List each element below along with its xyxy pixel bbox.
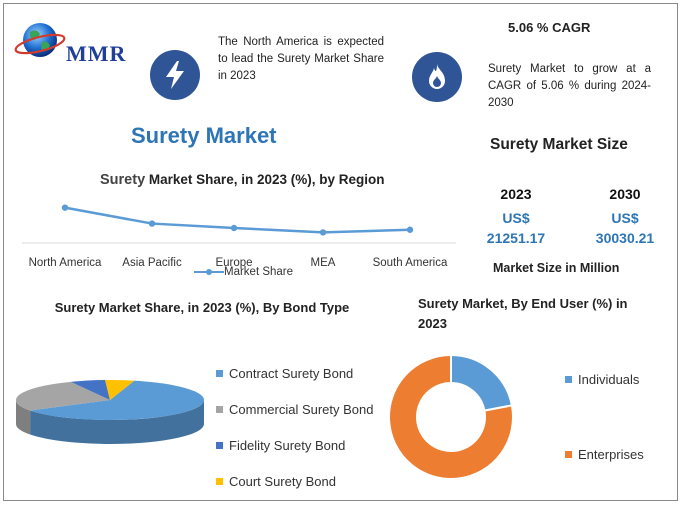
- market-size-title: Surety Market Size: [490, 136, 628, 153]
- lightning-badge: [150, 50, 200, 100]
- point-south-america: [406, 226, 414, 233]
- market-size-2030: 2030 US$ 30030.21: [585, 186, 665, 248]
- region-chart-legend: Market Share: [194, 266, 293, 278]
- bond-type-pie-chart: [15, 380, 204, 444]
- legend-swatch: [565, 451, 572, 458]
- year-2023-value: 21251.17: [486, 230, 546, 246]
- point-asia-pacific: [148, 220, 156, 227]
- year-2030-value: 30030.21: [595, 230, 655, 246]
- legend-item-individuals: Individuals: [565, 372, 644, 447]
- point-europe: [230, 224, 238, 232]
- lightning-icon: [150, 50, 200, 100]
- flame-badge: [412, 52, 462, 102]
- year-2023-currency: US$: [502, 210, 530, 226]
- legend-label: Contract Surety Bond: [229, 365, 354, 381]
- legend-label: Fidelity Surety Bond: [229, 437, 346, 453]
- page-title: Surety Market: [131, 123, 277, 148]
- legend-swatch: [216, 405, 223, 413]
- logo-text: MMR: [66, 41, 127, 66]
- point-north-america: [61, 204, 69, 211]
- region-chart-title: Surety Market Share, in 2023 (%), by Reg…: [100, 172, 384, 188]
- legend-item-commercial-surety-bond: Commercial Surety Bond: [216, 391, 374, 427]
- x-tick-north-america: North America: [29, 257, 102, 269]
- pie-side-contract-surety-bond: [30, 400, 204, 444]
- donut-slice-enterprises: [388, 353, 514, 480]
- x-tick-mea: MEA: [311, 257, 336, 269]
- legend-item-enterprises: Enterprises: [565, 447, 644, 522]
- legend-label: Enterprises: [578, 447, 644, 462]
- legend-item-contract-surety-bond: Contract Surety Bond: [216, 355, 374, 391]
- year-2030-currency: US$: [611, 210, 639, 226]
- end-user-donut-chart: [388, 353, 514, 480]
- logo: MMR: [14, 18, 134, 68]
- pie-side-commercial-surety-bond: [16, 400, 31, 435]
- market-size-unit: Market Size in Million: [493, 261, 620, 275]
- cagr-text: Surety Market to grow at a CAGR of 5.06 …: [488, 63, 651, 109]
- x-tick-south-america: South America: [373, 257, 448, 269]
- bond-chart-title: Surety Market Share, in 2023 (%), By Bon…: [54, 300, 350, 315]
- region-chart-title-text: Market Share, in 2023 (%), by Region: [148, 172, 385, 187]
- legend-swatch: [565, 376, 572, 383]
- x-tick-asia-pacific: Asia Pacific: [122, 257, 182, 269]
- pie-slice-fidelity-surety-bond: [70, 380, 110, 400]
- legend-swatch: [216, 441, 223, 449]
- globe-icon: [14, 23, 66, 57]
- end-user-chart-title: Surety Market, By End User (%) in 2023: [418, 296, 628, 331]
- year-2023-label: 2023: [500, 186, 532, 202]
- legend-line-marker: [194, 269, 224, 275]
- legend-label: Individuals: [578, 372, 640, 387]
- flame-icon: [412, 52, 462, 102]
- point-mea: [319, 229, 327, 236]
- x-tick-europe: Europe: [215, 257, 252, 269]
- cagr-title: 5.06 % CAGR: [508, 20, 591, 35]
- region-chart-title-lead: Surety: [100, 172, 146, 188]
- legend-swatch: [216, 477, 223, 485]
- top-note-text: The North America is expected to lead th…: [218, 36, 384, 82]
- infographic-frame: [3, 3, 678, 501]
- region-line-chart: North America Asia Pacific Europe MEA South …: [22, 204, 456, 269]
- end-user-legend: Individuals Enterprises: [565, 372, 644, 522]
- market-share-line: [64, 206, 411, 234]
- pie-slice-contract-surety-bond: [30, 380, 204, 420]
- legend-swatch: [216, 369, 223, 377]
- donut-slice-individuals: [450, 353, 514, 412]
- legend-market-share: Market Share: [224, 266, 294, 278]
- year-2030-label: 2030: [609, 186, 641, 202]
- legend-label: Court Surety Bond: [229, 473, 336, 489]
- legend-item-court-surety-bond: Court Surety Bond: [216, 463, 374, 499]
- legend-item-fidelity-surety-bond: Fidelity Surety Bond: [216, 427, 374, 463]
- pie-slice-court-surety-bond: [105, 380, 135, 400]
- pie-slice-commercial-surety-bond: [15, 381, 110, 411]
- bond-legend: Contract Surety Bond Commercial Surety Bo…: [216, 355, 374, 499]
- legend-label: Commercial Surety Bond: [229, 401, 374, 417]
- market-size-2023: 2023 US$ 21251.17: [478, 186, 554, 248]
